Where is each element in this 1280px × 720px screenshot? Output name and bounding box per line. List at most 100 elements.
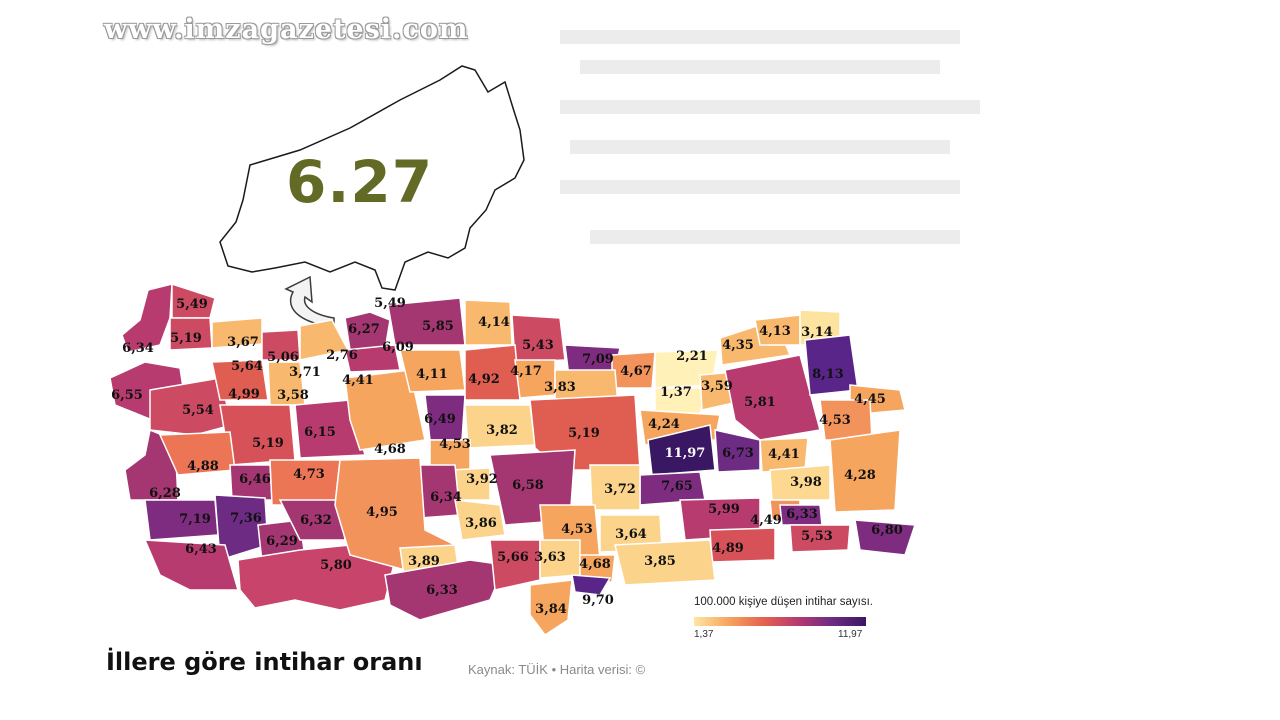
inset-value: 6.27 [286,148,434,216]
province-value-label: 5,66 [497,550,529,565]
legend-title: 100.000 kişiye düşen intihar sayısı. [694,596,873,608]
province-value-label: 3,89 [408,554,440,569]
region-bingol [714,429,761,473]
province-value-label: 5,85 [422,319,454,334]
province-value-label: 4,49 [750,513,782,528]
watermark: www.imzagazetesi.com [104,14,469,45]
province-value-label: 4,11 [416,367,448,382]
province-value-label: 3,84 [535,602,567,617]
province-value-label: 1,37 [660,385,692,400]
province-value-label: 6,33 [786,507,818,522]
province-value-label: 3,58 [277,388,309,403]
region-ankara [344,369,426,451]
legend-max: 11,97 [838,629,863,640]
province-value-label: 6,46 [239,472,271,487]
region-erzurum [724,354,821,441]
province-value-label: 5,43 [522,338,554,353]
province-value-label: 4,95 [366,505,398,520]
province-value-label: 3,72 [604,482,636,497]
legend-color-bar [694,617,866,626]
region-bursa [211,359,269,401]
province-value-label: 4,88 [187,459,219,474]
province-value-label: 6,49 [424,412,456,427]
province-value-label: 7,19 [179,512,211,527]
province-value-label: 7,09 [582,352,614,367]
province-value-label: 5,19 [252,436,284,451]
province-value-label: 4,92 [468,372,500,387]
province-value-label: 6,55 [111,388,143,403]
region-kahramanmaras [589,464,641,511]
province-value-label: 5,49 [374,296,406,311]
province-value-label: 6,73 [722,446,754,461]
province-value-label: 4,35 [722,338,754,353]
province-value-label: 9,70 [582,593,614,608]
province-value-label: 4,14 [478,315,510,330]
province-value-label: 6,58 [512,478,544,493]
province-value-label: 3,92 [466,472,498,487]
region-eskisehir [294,399,366,459]
province-value-label: 4,89 [712,541,744,556]
province-value-label: 4,53 [439,437,471,452]
province-value-label: 5,19 [170,331,202,346]
province-value-label: 4,28 [844,468,876,483]
province-value-label: 8,13 [812,367,844,382]
province-value-label: 4,53 [819,413,851,428]
map-title: İllere göre intihar oranı [106,648,423,676]
province-value-label: 11,97 [665,446,706,461]
province-value-label: 4,24 [648,417,680,432]
province-value-label: 5,99 [708,502,740,517]
region-bitlis [769,464,831,501]
region-hakkari [854,519,917,556]
region-duzce [344,311,391,351]
province-value-label: 5,19 [568,426,600,441]
province-value-label: 3,63 [534,550,566,565]
province-value-label: 3,14 [801,325,833,340]
province-value-label: 4,41 [768,447,800,462]
region-mugla [143,539,239,591]
province-value-label: 3,59 [701,379,733,394]
province-value-label: 4,73 [293,467,325,482]
province-labels: 5,49 5,19 6,34 3,67 5,64 5,06 2,76 5,49 6,276,09… [111,296,903,617]
region-balikesir [149,377,233,436]
region-van [829,429,901,513]
source-note: Kaynak: TÜİK • Harita verisi: © [468,662,646,677]
province-value-label: 3,82 [486,423,518,438]
province-value-label: 3,85 [644,554,676,569]
region-hatay-north [571,574,612,596]
province-value-label: 6,43 [185,542,217,557]
province-value-label: 3,71 [289,365,321,380]
province-value-label: 6,15 [304,425,336,440]
inset-province-outline [219,65,525,291]
province-value-label: 6,34 [122,341,154,356]
province-value-label: 4,45 [854,392,886,407]
region-tunceli [647,424,716,476]
region-icel [384,559,507,621]
region-gaziantep [489,539,541,591]
province-value-label: 4,41 [342,373,374,388]
province-value-label: 6,32 [300,513,332,528]
province-value-label: 3,86 [465,516,497,531]
province-value-label: 5,81 [744,395,776,410]
region-sirnak [789,524,851,553]
province-value-label: 4,99 [228,387,260,402]
region-bolu [344,344,401,373]
province-value-label: 4,67 [620,364,652,379]
province-value-label: 3,83 [544,380,576,395]
province-value-label: 5,80 [320,558,352,573]
province-value-label: 5,49 [176,297,208,312]
province-value-label: 6,28 [149,486,181,501]
province-value-label: 6,27 [348,322,380,337]
region-corum [464,344,521,401]
province-value-label: 5,53 [801,529,833,544]
map-regions [109,282,917,637]
province-value-label: 3,67 [227,335,259,350]
province-value-label: 6,09 [382,340,414,355]
province-value-label: 6,29 [266,534,298,549]
province-value-label: 5,64 [231,359,263,374]
province-value-label: 4,13 [759,324,791,339]
province-value-label: 4,17 [510,364,542,379]
region-hatay [529,579,573,637]
province-value-label: 6,33 [426,583,458,598]
province-value-label: 2,76 [326,348,358,363]
